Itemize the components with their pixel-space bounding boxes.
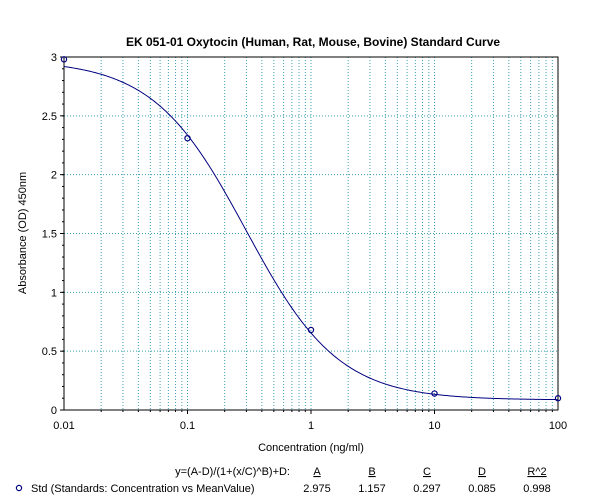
x-tick-label: 0.01 xyxy=(53,420,74,432)
fit-param-value: 0.998 xyxy=(523,483,551,495)
fit-param-value: 1.157 xyxy=(358,483,386,495)
legend-label: Std (Standards: Concentration vs MeanVal… xyxy=(31,483,255,495)
data-point xyxy=(554,395,562,402)
data-point xyxy=(431,390,438,397)
x-axis: 0.01 0.1 1 10 100 xyxy=(53,410,567,432)
y-tick-label: 1.5 xyxy=(42,229,57,241)
fit-param-header: D xyxy=(478,466,486,478)
data-point xyxy=(307,326,315,334)
fit-param-header: B xyxy=(368,466,375,478)
x-axis-label: Concentration (ng/ml) xyxy=(258,442,364,454)
y-tick-label: 0.5 xyxy=(42,346,57,358)
x-tick-label: 10 xyxy=(428,420,440,432)
y-tick-label: 1 xyxy=(51,287,57,299)
fit-param-value: 0.085 xyxy=(468,483,496,495)
y-axis: 0 0.5 1 1.5 2 2.5 3 xyxy=(42,52,64,417)
chart-title: EK 051-01 Oxytocin (Human, Rat, Mouse, B… xyxy=(126,35,500,49)
x-tick-label: 0.1 xyxy=(180,420,195,432)
legend-marker xyxy=(15,484,23,492)
data-points xyxy=(60,56,562,402)
fit-param-header: A xyxy=(313,466,321,478)
y-tick-label: 2.5 xyxy=(42,111,57,123)
x-tick-label: 100 xyxy=(549,420,567,432)
y-tick-label: 2 xyxy=(51,170,57,182)
data-point xyxy=(184,134,191,142)
fit-param-value: 2.975 xyxy=(303,483,331,495)
data-point xyxy=(60,56,68,63)
fit-param-header: C xyxy=(423,466,431,478)
fit-equation: y=(A-D)/(1+(x/C)^B)+D: xyxy=(175,466,290,478)
grid-lines xyxy=(64,57,558,410)
fit-parameter-table: A 2.975 B 1.157 C 0.297 D 0.085 R^2 0.998 xyxy=(303,466,551,495)
fit-param-value: 0.297 xyxy=(413,483,441,495)
fit-param-header: R^2 xyxy=(527,466,546,478)
x-tick-label: 1 xyxy=(308,420,314,432)
y-tick-label: 0 xyxy=(51,405,57,417)
y-axis-label: Absorbance (OD) 450nm xyxy=(17,172,29,294)
y-tick-label: 3 xyxy=(51,52,57,64)
